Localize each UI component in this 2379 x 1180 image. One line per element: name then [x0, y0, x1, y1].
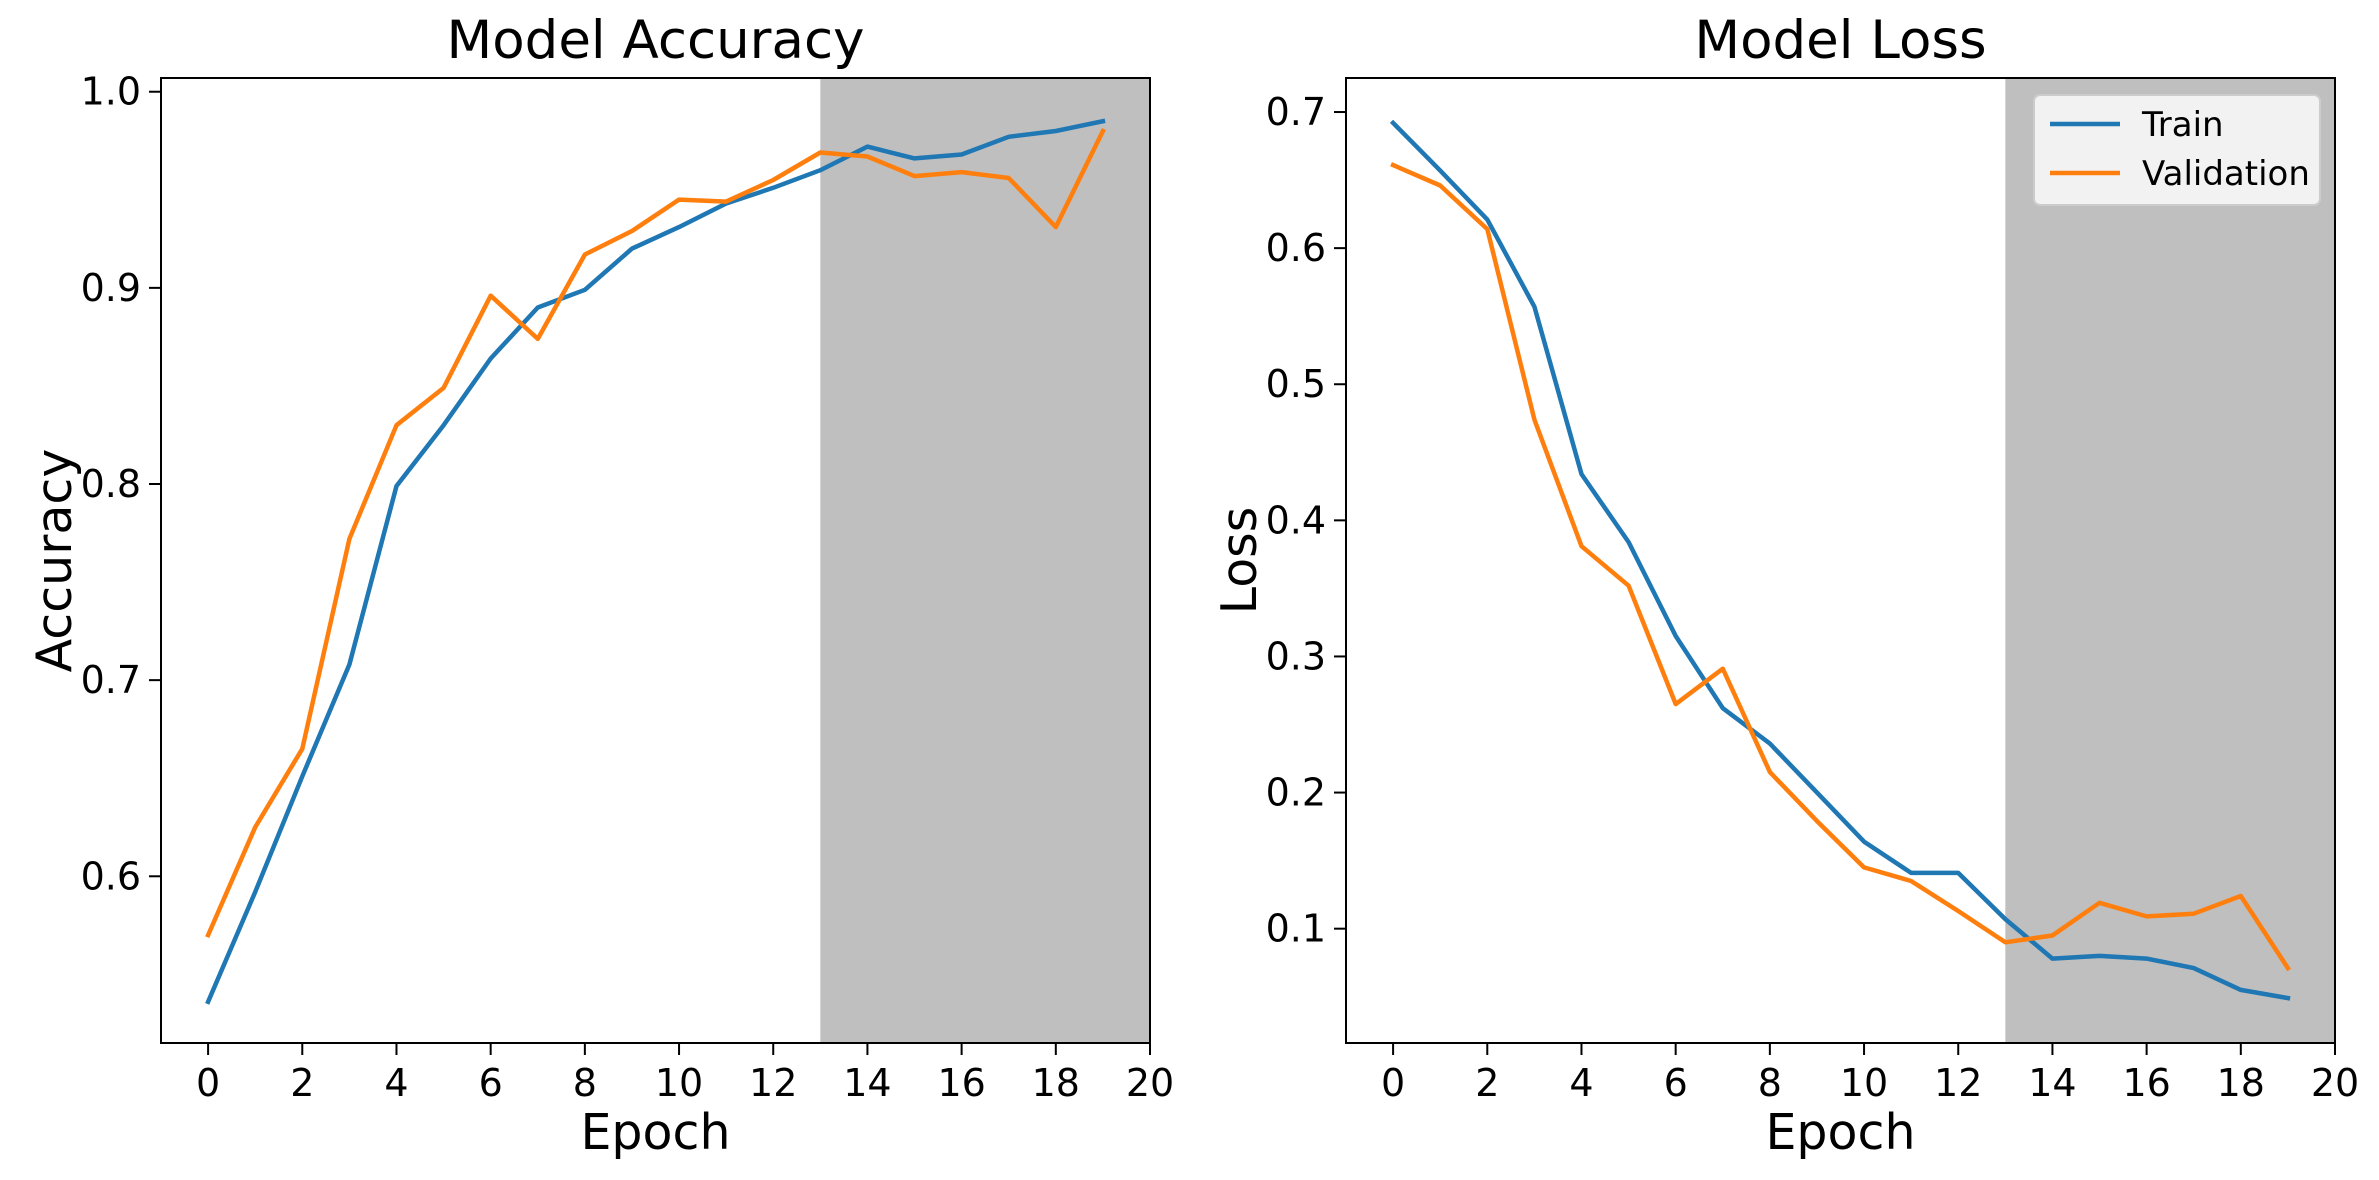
shaded-region [2005, 78, 2335, 1043]
series-line-train [205, 118, 1106, 1005]
x-ticks: 0 2 4 6 8 10 12 14 16 18 20 [1381, 1043, 2359, 1105]
y-axis-label: Accuracy [26, 449, 83, 673]
x-tick-label: 2 [290, 1061, 314, 1105]
x-tick-label: 14 [2028, 1061, 2076, 1105]
x-tick-label: 6 [479, 1061, 503, 1105]
x-tick-label: 10 [1840, 1061, 1888, 1105]
x-tick-label: 16 [937, 1061, 985, 1105]
x-tick-label: 20 [1126, 1061, 1174, 1105]
series-line-validation [1390, 162, 2292, 972]
shaded-area [2005, 78, 2335, 1043]
x-tick-label: 12 [1934, 1061, 1982, 1105]
x-tick-label: 8 [1758, 1061, 1782, 1105]
y-tick-label: 0.1 [1266, 907, 1326, 951]
x-ticks: 0 2 4 6 8 10 12 14 16 18 20 [196, 1043, 1174, 1105]
y-tick-label: 0.6 [81, 854, 141, 898]
y-tick-label: 0.9 [81, 266, 141, 310]
legend-label-validation: Validation [2142, 154, 2310, 194]
x-tick-label: 6 [1664, 1061, 1688, 1105]
chart-title: Model Loss [1694, 10, 1986, 71]
y-axis-label: Loss [1211, 507, 1268, 614]
x-tick-label: 12 [749, 1061, 797, 1105]
series-line-train [1389, 119, 2291, 1001]
accuracy-chart: 0 2 4 6 8 10 12 14 16 18 20 0.6 0.7 0.8 0.9 1.0 Model … [26, 10, 1174, 1161]
x-axis-label: Epoch [1765, 1104, 1915, 1161]
series-line-validation [205, 127, 1106, 939]
plot-frame [160, 77, 1151, 1044]
shaded-region [820, 78, 1150, 1043]
legend: Train Validation [2033, 94, 2321, 206]
y-tick-label: 0.5 [1266, 362, 1326, 406]
x-tick-label: 2 [1475, 1061, 1499, 1105]
shaded-area [820, 78, 1150, 1043]
y-tick-label: 0.3 [1266, 634, 1326, 678]
x-tick-label: 20 [2311, 1061, 2359, 1105]
x-tick-label: 0 [196, 1061, 220, 1105]
x-tick-label: 8 [573, 1061, 597, 1105]
plot-frame [1345, 77, 2336, 1044]
legend-label-train: Train [2141, 105, 2224, 145]
y-tick-label: 0.6 [1266, 226, 1326, 270]
loss-chart: 0 2 4 6 8 10 12 14 16 18 20 0.10.20.30.40.50.60.7 … [1211, 10, 2359, 1161]
y-tick-label: 1.0 [81, 70, 141, 114]
x-tick-label: 10 [655, 1061, 703, 1105]
chart-title: Model Accuracy [447, 10, 865, 71]
y-tick-label: 0.7 [81, 658, 141, 702]
x-tick-label: 4 [1569, 1061, 1593, 1105]
y-tick-label: 0.8 [81, 462, 141, 506]
x-axis-label: Epoch [580, 1104, 730, 1161]
x-tick-label: 0 [1381, 1061, 1405, 1105]
y-ticks: 0.6 0.7 0.8 0.9 1.0 [81, 70, 161, 898]
y-tick-label: 0.7 [1266, 90, 1326, 134]
x-tick-label: 4 [384, 1061, 408, 1105]
series-lines [205, 118, 1106, 1005]
y-tick-label: 0.4 [1266, 498, 1326, 542]
y-ticks: 0.1 0.2 0.3 0.4 0.5 0.6 0.7 [1266, 90, 1346, 951]
x-tick-label: 18 [1032, 1061, 1080, 1105]
series-lines [1389, 119, 2292, 1001]
x-tick-label: 14 [843, 1061, 891, 1105]
x-tick-label: 18 [2217, 1061, 2265, 1105]
y-tick-label: 0.2 [1266, 771, 1326, 815]
x-tick-label: 16 [2122, 1061, 2170, 1105]
